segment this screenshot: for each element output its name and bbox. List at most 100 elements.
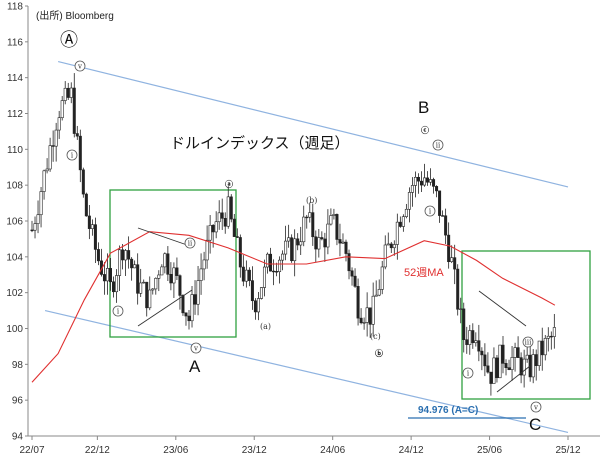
candle-body (465, 339, 469, 345)
candle-body (81, 169, 85, 195)
candle-body (395, 221, 399, 245)
candle-body (244, 269, 248, 282)
candle-body (172, 267, 176, 284)
candle-body (296, 238, 300, 246)
candle-body (416, 176, 420, 182)
wave-marker-label: ⅰ (71, 152, 74, 160)
candle-body (127, 250, 131, 260)
candle-body (462, 308, 466, 340)
x-tick-label: 23/06 (163, 445, 188, 456)
candle-body (362, 322, 366, 324)
candle-body (78, 135, 82, 171)
candle-body (93, 224, 97, 250)
candle-body (543, 338, 547, 356)
candle-body (63, 87, 67, 101)
candle-body (102, 274, 106, 282)
candle-body (531, 354, 535, 378)
candle-body (30, 229, 34, 232)
wave-marker-label: ⅴ (77, 63, 82, 71)
candle-body (444, 215, 448, 236)
candle-body (552, 327, 556, 337)
candle-body (36, 214, 40, 224)
wave-marker-circle (432, 139, 444, 151)
candle-body (169, 274, 173, 284)
x-tick-label: 23/12 (242, 445, 267, 456)
candle-body (133, 264, 137, 269)
candle-body (166, 253, 170, 275)
candle-body (196, 280, 200, 305)
y-tick-label: 114 (7, 73, 23, 84)
candle-body (413, 176, 417, 186)
candle-body (305, 216, 309, 219)
channel-upper-line (58, 60, 569, 188)
candle-body (326, 223, 330, 248)
wave-a-box (109, 189, 237, 338)
y-tick-label: 118 (7, 2, 23, 13)
candle-body (522, 358, 526, 376)
candle-body (477, 340, 481, 352)
candle-body (190, 294, 194, 322)
candle-body (66, 87, 70, 98)
target-label: 94.976 (A=C) (418, 405, 478, 416)
candle-body (456, 268, 460, 310)
candle-body (157, 274, 161, 279)
candle-body (115, 275, 119, 293)
y-tick-label: 104 (6, 252, 23, 263)
wave-marker-circle (112, 305, 124, 317)
candle-body (495, 357, 499, 379)
wave-marker-label: ⅱ (436, 142, 441, 150)
candle-body (314, 236, 318, 250)
candle-body (281, 253, 285, 261)
candle-body (504, 363, 508, 368)
candle-body (69, 87, 73, 98)
candle-body (347, 253, 351, 272)
candle-body (118, 249, 122, 276)
candle-body (353, 275, 357, 287)
wave-c-box (461, 250, 591, 400)
y-tick-label: 106 (6, 217, 23, 228)
candle-body (317, 237, 321, 250)
candle-body (389, 243, 393, 249)
candle-body (368, 307, 372, 325)
candle-body (112, 281, 116, 293)
candle-body (54, 129, 58, 147)
candle-body (459, 308, 463, 310)
wave-marker-circle (184, 237, 196, 249)
candle-body (441, 215, 445, 217)
candle-body (124, 250, 128, 261)
wave-marker-circle (462, 367, 474, 379)
candle-body (45, 168, 49, 172)
candle-body (87, 215, 91, 229)
candle-body (184, 312, 188, 317)
wave-marker-circle (74, 60, 86, 72)
x-tick-label: 25/06 (477, 445, 502, 456)
candle-body (51, 145, 55, 147)
candlestick-series (30, 73, 556, 396)
candle-body (208, 224, 212, 241)
y-tick-label: 102 (6, 288, 23, 299)
y-tick-label: 108 (6, 181, 23, 192)
candle-body (422, 177, 426, 186)
candle-body (507, 367, 511, 370)
candle-body (483, 354, 487, 367)
candle-body (193, 294, 197, 305)
candle-body (401, 216, 405, 227)
candle-body (121, 249, 125, 261)
candle-body (350, 270, 354, 277)
candle-body (272, 270, 276, 273)
candle-body (181, 295, 185, 314)
candle-body (492, 357, 496, 384)
candle-body (344, 241, 348, 254)
candle-body (205, 239, 209, 261)
candle-body (498, 344, 502, 379)
candle-body (154, 278, 158, 290)
candle-body (105, 268, 109, 282)
candle-body (528, 354, 532, 378)
candle-body (377, 289, 381, 296)
y-tick-label: 110 (7, 145, 23, 156)
candle-body (540, 340, 544, 356)
candle-body (513, 347, 517, 358)
candle-body (510, 357, 514, 370)
candle-body (501, 344, 505, 364)
